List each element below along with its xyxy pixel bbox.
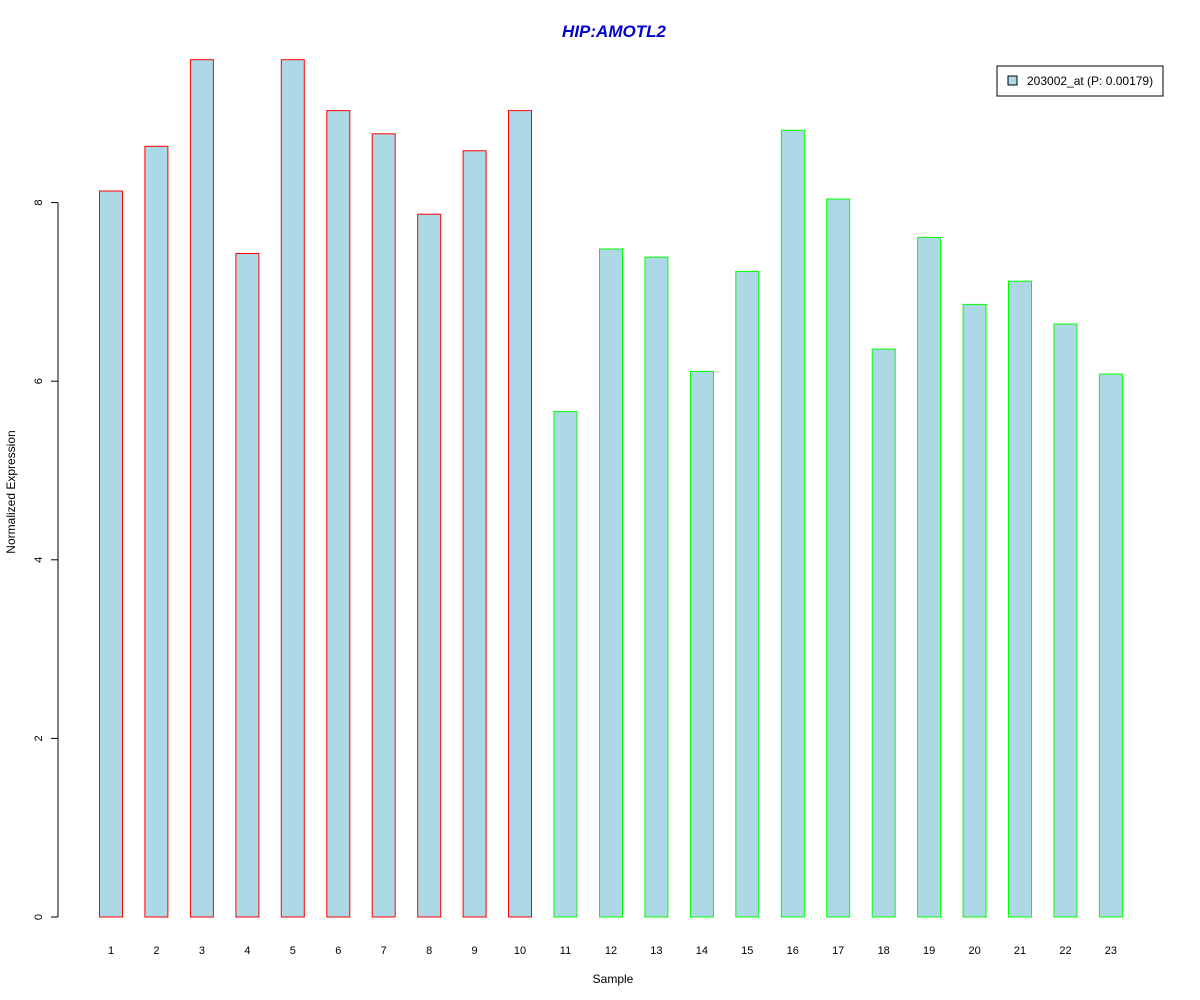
bar-sample-7 [371, 133, 396, 918]
x-tick-label: 2 [153, 945, 159, 957]
bar-sample-2 [144, 145, 169, 918]
y-tick-label: 6 [33, 378, 45, 384]
x-tick-label: 18 [878, 945, 890, 957]
bar-sample-9 [462, 150, 487, 918]
chart-title: HIP:AMOTL2 [562, 22, 666, 41]
bar-sample-1 [99, 190, 123, 918]
x-tick-label: 21 [1014, 945, 1026, 957]
x-tick-label: 11 [560, 945, 571, 957]
y-tick-label: 8 [33, 200, 45, 206]
x-tick-label: 23 [1105, 945, 1117, 957]
x-tick-label: 1 [108, 945, 114, 957]
x-tick-label: 4 [244, 945, 250, 957]
x-tick-label: 13 [650, 945, 662, 957]
bar-sample-18 [871, 348, 896, 918]
x-tick-label: 9 [472, 945, 478, 957]
x-tick-labels: 1 2 3 4 5 6 7 8 9 10 11 12 13 14 15 16 17 18 19 20 21 22 23 [108, 945, 1117, 957]
x-tick-label: 19 [923, 945, 935, 957]
bar-sample-3 [189, 59, 214, 918]
x-tick-label: 7 [381, 945, 387, 957]
bar-sample-23 [1098, 373, 1123, 918]
y-axis: 0 2 4 6 8 [33, 200, 59, 920]
bar-sample-8 [417, 213, 442, 918]
x-tick-label: 22 [1059, 945, 1071, 957]
bar-sample-15 [735, 270, 760, 918]
x-tick-label: 10 [514, 945, 526, 957]
y-tick-label: 2 [33, 735, 45, 741]
x-tick-label: 17 [832, 945, 844, 957]
y-axis-label: Normalized Expression [4, 430, 18, 553]
bar-sample-13 [644, 256, 669, 918]
bar-sample-21 [1008, 280, 1032, 918]
bar-sample-5 [280, 59, 305, 918]
bar-sample-6 [326, 110, 351, 918]
legend-entry: 203002_at (P: 0.00179) [1027, 74, 1153, 88]
bar-sample-14 [689, 370, 714, 918]
legend: 203002_at (P: 0.00179) [996, 65, 1164, 97]
x-tick-label: 3 [199, 945, 205, 957]
bar-sample-17 [826, 198, 851, 918]
legend-swatch [1007, 75, 1018, 86]
x-tick-label: 15 [741, 945, 753, 957]
x-tick-label: 12 [605, 945, 617, 957]
bar-sample-16 [780, 129, 805, 918]
bar-sample-19 [917, 236, 942, 918]
bar-sample-20 [962, 303, 987, 918]
y-tick-label: 4 [33, 557, 45, 563]
bar-sample-10 [508, 110, 532, 918]
bar-sample-4 [235, 253, 260, 918]
y-tick-label: 0 [33, 914, 45, 920]
x-tick-label: 5 [290, 945, 296, 957]
legend-box [996, 65, 1164, 97]
bar-sample-12 [599, 248, 623, 918]
bar-sample-11 [553, 411, 578, 918]
bar-sample-22 [1053, 323, 1078, 918]
x-axis-label: Sample [593, 972, 634, 986]
x-tick-label: 8 [426, 945, 432, 957]
x-tick-label: 20 [968, 945, 980, 957]
x-tick-label: 6 [335, 945, 341, 957]
x-tick-label: 14 [696, 945, 708, 957]
bars [99, 59, 1123, 918]
x-tick-label: 16 [787, 945, 799, 957]
